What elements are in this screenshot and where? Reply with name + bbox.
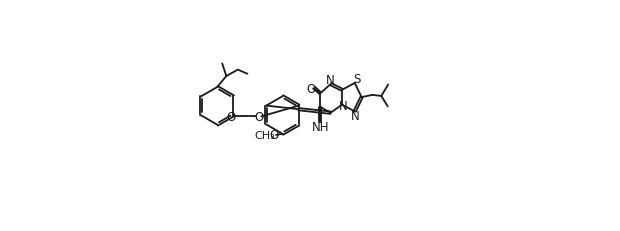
Text: N: N [351,109,360,122]
Text: N: N [339,99,347,112]
Text: CH₃: CH₃ [254,130,275,140]
Text: N: N [326,74,335,87]
Text: O: O [269,129,278,142]
Text: O: O [306,83,316,96]
Text: O: O [254,110,264,123]
Text: NH: NH [312,120,329,133]
Text: S: S [353,73,361,86]
Text: O: O [226,110,236,123]
